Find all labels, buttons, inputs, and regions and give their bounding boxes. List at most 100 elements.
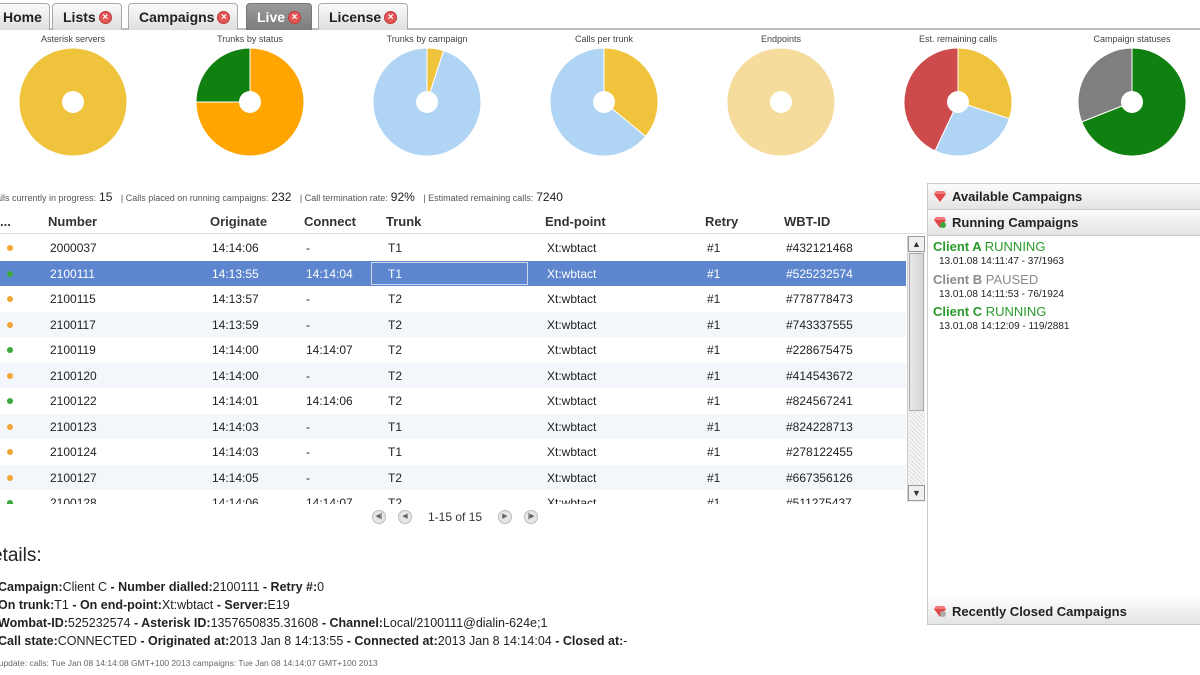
table-header: ... Number Originate Connect Trunk End-point R… — [0, 208, 926, 234]
status-dot-icon — [7, 347, 13, 353]
cell-connect: - — [306, 292, 310, 306]
running-campaigns-header[interactable]: Running Campaigns — [928, 210, 1200, 236]
close-icon[interactable]: × — [288, 11, 302, 24]
cell-wbtid: #278122455 — [786, 445, 853, 459]
campaign-name[interactable]: Client C RUNNING — [933, 304, 1046, 319]
detail-value: T1 — [54, 598, 69, 612]
close-icon[interactable]: × — [217, 11, 231, 24]
pie-hole — [593, 91, 615, 113]
status-dot-icon — [7, 474, 13, 481]
table-row[interactable]: 2100123 14:14:03 - T1 Xt:wbtact #1 #824228713 — [0, 413, 906, 439]
next-page-icon[interactable]: ▶ — [498, 510, 512, 524]
campaign-title: Client C — [933, 304, 986, 319]
cell-wbtid: #667356126 — [786, 470, 853, 485]
table-row[interactable]: 2100111 14:13:55 14:14:04 T1 Xt:wbtact #1 #525… — [0, 260, 906, 286]
close-icon[interactable]: × — [98, 11, 112, 24]
scroll-track[interactable] — [909, 412, 924, 484]
cell-endpoint: Xt:wbtact — [547, 470, 597, 485]
table-row[interactable]: 2100119 14:14:00 14:14:07 T2 Xt:wbtact #1 #228… — [0, 337, 906, 363]
table-scrollbar[interactable]: ▲ ▼ — [907, 236, 925, 502]
pie-slice[interactable] — [603, 47, 659, 138]
column-header-connect[interactable]: Connect — [304, 214, 356, 229]
tab-live[interactable]: Live × — [246, 3, 312, 30]
tab-home[interactable]: Home — [0, 3, 50, 30]
detail-key: Wombat-ID: — [0, 616, 68, 630]
table-row[interactable]: 2100122 14:14:01 14:14:06 T2 Xt:wbtact #1 #824… — [0, 388, 906, 414]
pie-slice[interactable] — [195, 47, 251, 103]
detail-value: 525232574 — [67, 616, 131, 630]
cell-trunk: T2 — [388, 317, 403, 332]
detail-key: Campaign: — [0, 580, 63, 594]
status-dot-icon — [7, 245, 13, 251]
recently-closed-header[interactable]: Recently Closed Campaigns — [928, 599, 1200, 625]
table-row[interactable]: 2100128 14:14:06 14:14:07 T2 Xt:wbtact #1 #511… — [0, 490, 906, 504]
scroll-thumb[interactable] — [909, 253, 924, 411]
cell-connect: - — [306, 470, 310, 485]
detail-value: 1357650835.31608 — [210, 616, 319, 630]
table-row[interactable]: 2000037 14:14:06 - T1 Xt:wbtact #1 #432121468 — [0, 235, 906, 261]
cell-wbtid: #743337555 — [786, 317, 853, 332]
table-row[interactable]: 2100124 14:14:03 - T1 Xt:wbtact #1 #278122455 — [0, 439, 906, 465]
column-header-retry[interactable]: Retry — [705, 214, 739, 229]
detail-value: 2013 Jan 8 14:13:55 — [229, 634, 344, 648]
pie-slice[interactable] — [903, 47, 959, 152]
cell-originate: 14:14:06 — [212, 496, 259, 504]
available-campaigns-header[interactable]: Available Campaigns — [928, 184, 1200, 210]
pie-svg — [903, 47, 1013, 157]
campaign-title: Client B — [933, 271, 986, 287]
pie-slice[interactable] — [957, 47, 1013, 120]
scroll-up-icon[interactable]: ▲ — [908, 236, 925, 252]
prev-page-icon[interactable]: ◀ — [398, 510, 412, 524]
pie-chart: Asterisk servers — [3, 34, 143, 160]
close-icon[interactable]: × — [384, 11, 398, 24]
campaign-info: 13.01.08 14:12:09 - 119/2881 — [939, 321, 1070, 332]
column-header-endpoint[interactable]: End-point — [545, 214, 606, 229]
column-header-originate[interactable]: Originate — [210, 214, 268, 229]
column-header-status[interactable]: ... — [0, 214, 11, 229]
pie-slice[interactable] — [1077, 47, 1133, 123]
campaign-name[interactable]: Client B PAUSED — [933, 272, 1038, 287]
status-dot-icon — [7, 449, 13, 455]
cell-connect: - — [306, 241, 310, 255]
available-campaigns-label: Available Campaigns — [952, 189, 1083, 204]
cell-originate: 14:13:55 — [212, 266, 259, 281]
detail-key: On trunk: — [0, 598, 55, 612]
table-row[interactable]: 2100117 14:13:59 - T2 Xt:wbtact #1 #743337555 — [0, 311, 906, 337]
status-dot-icon — [7, 321, 13, 328]
column-header-number[interactable]: Number — [48, 214, 98, 229]
detail-key: Call state: — [0, 634, 58, 648]
column-header-trunk[interactable]: Trunk — [386, 214, 422, 229]
last-update: t update: calls: Tue Jan 08 14:14:08 GMT… — [0, 658, 378, 668]
tab-campaigns[interactable]: Campaigns × — [128, 3, 238, 30]
gem-icon — [934, 217, 946, 228]
pie-hole — [947, 91, 969, 113]
pie-title: Endpoints — [760, 34, 802, 44]
table-row[interactable]: 2100127 14:14:05 - T2 Xt:wbtact #1 #667356126 — [0, 464, 906, 490]
tab-lists[interactable]: Lists × — [52, 3, 122, 30]
column-header-wbtid[interactable]: WBT-ID — [784, 214, 831, 229]
campaign-info: 13.01.08 14:11:47 - 37/1963 — [939, 256, 1064, 267]
cell-trunk: T2 — [388, 496, 403, 504]
stat-termination-rate: 92% — [390, 190, 415, 204]
cell-connect: - — [306, 317, 310, 332]
pie-slice[interactable] — [934, 101, 1010, 157]
campaign-name[interactable]: Client A RUNNING — [933, 239, 1045, 254]
tab-license[interactable]: License × — [318, 3, 408, 30]
detail-value: 2100111 — [212, 580, 260, 594]
cell-wbtid: #432121468 — [786, 241, 853, 255]
table-row[interactable]: 2100120 14:14:00 - T2 Xt:wbtact #1 #414543672 — [0, 362, 906, 388]
last-page-icon[interactable]: |▶ — [524, 510, 538, 524]
selected-cell[interactable] — [371, 261, 528, 285]
cell-number: 2100122 — [50, 394, 97, 408]
cell-number: 2100120 — [50, 368, 97, 383]
table-row[interactable]: 2100115 14:13:57 - T2 Xt:wbtact #1 #778778473 — [0, 286, 906, 312]
cell-originate: 14:14:01 — [212, 394, 259, 408]
cell-retry: #1 — [707, 445, 721, 459]
campaign-status: RUNNING — [984, 239, 1046, 254]
cell-trunk: T2 — [388, 292, 403, 306]
cell-connect: - — [306, 368, 310, 383]
first-page-icon[interactable]: ◀| — [372, 510, 386, 524]
campaigns-panel: Available Campaigns Running Campaigns Cl… — [927, 183, 1200, 625]
detail-key: - Asterisk ID: — [130, 616, 211, 630]
scroll-down-icon[interactable]: ▼ — [908, 485, 925, 501]
